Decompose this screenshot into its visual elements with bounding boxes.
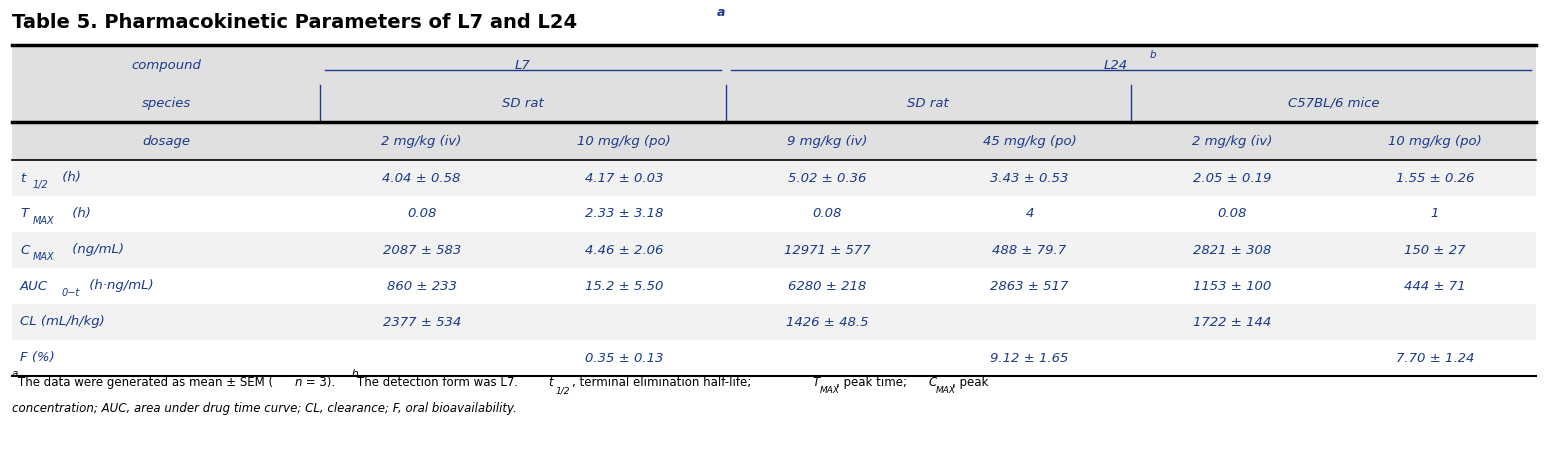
Text: SD rat: SD rat (907, 97, 949, 110)
Text: (h): (h) (68, 207, 91, 220)
Text: 12971 ± 577: 12971 ± 577 (783, 243, 870, 256)
Text: 2 mg/kg (iv): 2 mg/kg (iv) (1192, 135, 1272, 148)
Text: a: a (717, 6, 726, 19)
Text: 15.2 ± 5.50: 15.2 ± 5.50 (585, 279, 664, 292)
Text: 860 ± 233: 860 ± 233 (387, 279, 457, 292)
Text: MAX: MAX (33, 252, 54, 262)
Text: 0.35 ± 0.13: 0.35 ± 0.13 (585, 351, 664, 364)
Bar (12, 196, 1536, 232)
Text: 0−t: 0−t (62, 288, 80, 298)
Text: 9 mg/kg (iv): 9 mg/kg (iv) (786, 135, 867, 148)
Text: 1722 ± 144: 1722 ± 144 (1194, 315, 1271, 328)
Text: L24: L24 (1104, 58, 1128, 72)
Text: 2377 ± 534: 2377 ± 534 (382, 315, 461, 328)
Text: , peak time;: , peak time; (836, 376, 910, 389)
Text: MAX: MAX (33, 216, 54, 226)
Text: , peak: , peak (952, 376, 988, 389)
Text: 3.43 ± 0.53: 3.43 ± 0.53 (991, 171, 1068, 184)
Text: 1426 ± 48.5: 1426 ± 48.5 (785, 315, 868, 328)
Text: 0.08: 0.08 (813, 207, 842, 220)
Text: 9.12 ± 1.65: 9.12 ± 1.65 (991, 351, 1068, 364)
Text: n: n (294, 376, 302, 389)
Text: The detection form was L7.: The detection form was L7. (358, 376, 522, 389)
Text: 444 ± 71: 444 ± 71 (1404, 279, 1466, 292)
Text: (ng/mL): (ng/mL) (68, 243, 124, 256)
Text: MAX: MAX (935, 386, 955, 395)
Text: , terminal elimination half-life;: , terminal elimination half-life; (573, 376, 755, 389)
Text: Table 5. Pharmacokinetic Parameters of L7 and L24: Table 5. Pharmacokinetic Parameters of L… (12, 13, 577, 32)
Text: C57BL/6 mice: C57BL/6 mice (1288, 97, 1379, 110)
Text: 2087 ± 583: 2087 ± 583 (382, 243, 461, 256)
Text: C: C (20, 243, 29, 256)
Text: 7.70 ± 1.24: 7.70 ± 1.24 (1395, 351, 1474, 364)
Text: T: T (20, 207, 28, 220)
Text: 150 ± 27: 150 ± 27 (1404, 243, 1466, 256)
Text: L7: L7 (515, 58, 531, 72)
Text: b: b (351, 369, 358, 379)
Text: 0.08: 0.08 (407, 207, 437, 220)
Text: 10 mg/kg (po): 10 mg/kg (po) (577, 135, 672, 148)
Text: 0.08: 0.08 (1217, 207, 1246, 220)
Text: compound: compound (132, 58, 201, 72)
Text: (h): (h) (57, 171, 80, 184)
Text: MAX: MAX (820, 386, 841, 395)
Text: b: b (1150, 50, 1156, 60)
Text: 1.55 ± 0.26: 1.55 ± 0.26 (1395, 171, 1474, 184)
Bar (12, 232, 1536, 268)
Text: = 3).: = 3). (302, 376, 339, 389)
Text: dosage: dosage (142, 135, 190, 148)
Text: 488 ± 79.7: 488 ± 79.7 (992, 243, 1067, 256)
Text: AUC: AUC (20, 279, 48, 292)
Text: concentration; AUC, area under drug time curve; CL, clearance; F, oral bioavaila: concentration; AUC, area under drug time… (12, 402, 517, 415)
Text: (h·ng/mL): (h·ng/mL) (85, 279, 153, 292)
Text: a: a (12, 369, 19, 379)
Bar (12, 340, 1536, 376)
Text: C: C (929, 376, 937, 389)
Text: 4: 4 (1025, 207, 1034, 220)
Text: t: t (548, 376, 553, 389)
Text: 5.02 ± 0.36: 5.02 ± 0.36 (788, 171, 865, 184)
Bar (12, 304, 1536, 340)
Bar (12, 160, 1536, 196)
Text: 4.46 ± 2.06: 4.46 ± 2.06 (585, 243, 664, 256)
Text: 1: 1 (1430, 207, 1440, 220)
Text: 1/2: 1/2 (556, 386, 570, 395)
Bar (12, 45, 1536, 160)
Text: species: species (141, 97, 190, 110)
Text: 10 mg/kg (po): 10 mg/kg (po) (1389, 135, 1481, 148)
Text: 1153 ± 100: 1153 ± 100 (1194, 279, 1271, 292)
Text: 2 mg/kg (iv): 2 mg/kg (iv) (381, 135, 461, 148)
Text: CL (mL/h/kg): CL (mL/h/kg) (20, 315, 105, 328)
Text: 1/2: 1/2 (33, 180, 48, 190)
Text: 2.05 ± 0.19: 2.05 ± 0.19 (1194, 171, 1271, 184)
Text: 2821 ± 308: 2821 ± 308 (1194, 243, 1271, 256)
Bar (12, 268, 1536, 304)
Text: F (%): F (%) (20, 351, 54, 364)
Text: 4.17 ± 0.03: 4.17 ± 0.03 (585, 171, 664, 184)
Text: 6280 ± 218: 6280 ± 218 (788, 279, 865, 292)
Text: T: T (813, 376, 820, 389)
Text: 4.04 ± 0.58: 4.04 ± 0.58 (382, 171, 461, 184)
Text: SD rat: SD rat (502, 97, 543, 110)
Text: The data were generated as mean ± SEM (: The data were generated as mean ± SEM ( (19, 376, 274, 389)
Text: 2863 ± 517: 2863 ± 517 (991, 279, 1068, 292)
Text: 45 mg/kg (po): 45 mg/kg (po) (983, 135, 1076, 148)
Text: 2.33 ± 3.18: 2.33 ± 3.18 (585, 207, 664, 220)
Text: t: t (20, 171, 25, 184)
